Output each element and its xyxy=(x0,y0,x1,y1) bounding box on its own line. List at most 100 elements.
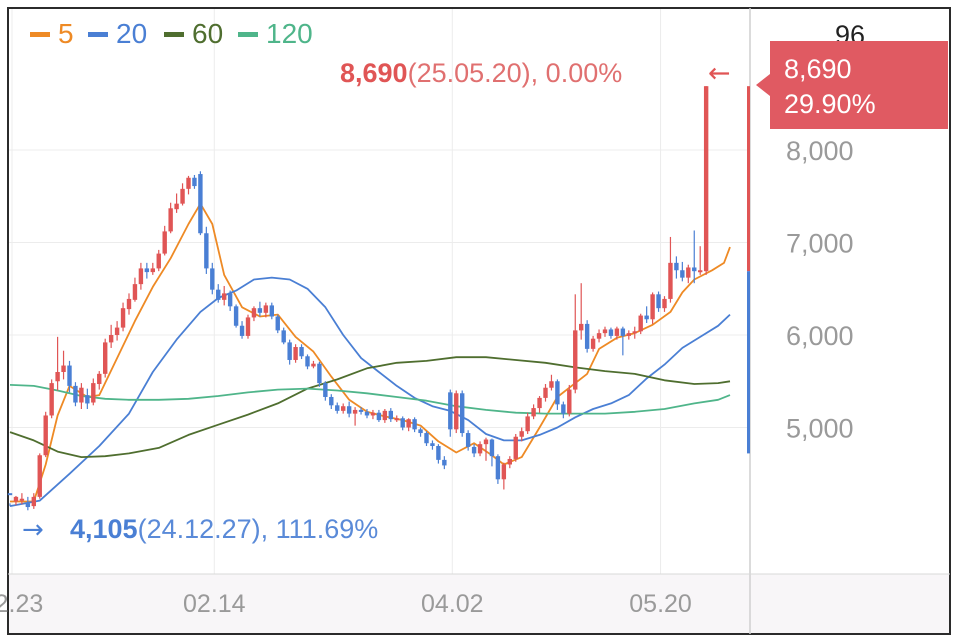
candle-body xyxy=(703,86,709,272)
candle xyxy=(245,314,251,339)
candle-body xyxy=(668,262,673,299)
candle xyxy=(192,174,197,189)
candle-body xyxy=(412,419,417,430)
candle xyxy=(698,246,703,275)
candle xyxy=(483,437,489,461)
candle-body xyxy=(245,317,251,336)
high-change: , 0.00% xyxy=(531,58,623,88)
candle-body xyxy=(299,347,304,357)
candle-body xyxy=(25,503,31,508)
price-tag-change: 29.90% xyxy=(784,89,876,119)
candle xyxy=(91,378,96,406)
candle xyxy=(43,411,48,458)
candle-body xyxy=(376,412,382,421)
candle-body xyxy=(507,458,512,465)
candle-body xyxy=(144,268,150,273)
edge-bar-up xyxy=(747,86,750,272)
candle xyxy=(329,394,334,409)
current-price-tag: 8,690 29.90% xyxy=(756,41,948,129)
candle-body xyxy=(364,411,370,416)
candle xyxy=(138,262,144,290)
candle-body xyxy=(37,455,42,497)
candle xyxy=(519,427,524,442)
candle-body xyxy=(341,406,346,411)
candle-body xyxy=(103,342,108,374)
candle-body xyxy=(79,387,84,403)
candle-body xyxy=(275,316,280,331)
candle xyxy=(156,249,161,272)
candle xyxy=(495,454,501,484)
grid xyxy=(8,8,750,574)
candle xyxy=(590,335,596,352)
candle-body xyxy=(311,363,316,367)
candle-body xyxy=(620,328,626,336)
candle-body xyxy=(632,331,637,334)
candle-body xyxy=(287,342,292,360)
candle-body xyxy=(608,329,614,336)
candle-body xyxy=(483,439,489,445)
ma-line-20 xyxy=(9,276,731,507)
ma-line-120 xyxy=(9,384,731,415)
candle xyxy=(257,301,263,317)
candle-body xyxy=(686,267,691,278)
candle-body xyxy=(335,405,340,411)
candle-body xyxy=(293,347,298,360)
candle-body xyxy=(692,267,697,272)
chart-frame xyxy=(7,7,951,635)
candle xyxy=(620,326,626,356)
candle-body xyxy=(579,323,584,331)
candle xyxy=(561,401,566,419)
candle xyxy=(692,230,697,284)
candle-body xyxy=(448,392,453,430)
candle xyxy=(579,283,584,340)
candle xyxy=(210,262,215,295)
candle-body xyxy=(114,327,120,335)
candle xyxy=(186,175,191,195)
candle-body xyxy=(531,408,536,417)
candle xyxy=(370,409,376,420)
candle xyxy=(144,262,150,279)
candle xyxy=(656,291,661,312)
x-axis-band xyxy=(8,574,750,634)
candle xyxy=(567,384,572,417)
candle-body xyxy=(656,294,661,309)
candle-body xyxy=(108,335,114,343)
candle xyxy=(97,371,102,390)
candle xyxy=(507,456,512,469)
ma-line-60 xyxy=(9,356,731,458)
candle-body xyxy=(7,493,13,496)
candle xyxy=(543,384,548,402)
legend-label-20: 20 xyxy=(116,18,147,49)
candle-body xyxy=(430,443,435,446)
candle xyxy=(525,412,530,434)
candle xyxy=(388,408,393,422)
candle xyxy=(251,306,257,322)
candle xyxy=(626,330,631,340)
candle xyxy=(317,361,322,387)
candle xyxy=(537,396,542,413)
candle-body xyxy=(382,410,388,421)
candle-body xyxy=(460,393,465,434)
candle-body xyxy=(400,418,405,428)
candle-body xyxy=(477,444,483,454)
candle xyxy=(531,404,536,420)
candle-body xyxy=(239,325,245,336)
candle-body xyxy=(91,383,96,403)
candle-body xyxy=(513,436,518,459)
candle xyxy=(204,226,209,274)
candle-body xyxy=(525,416,530,432)
candle xyxy=(67,360,72,393)
candle xyxy=(7,493,13,507)
candle xyxy=(180,183,185,206)
candle-body xyxy=(614,328,620,336)
candle xyxy=(448,389,453,437)
edge-bar-down xyxy=(747,271,750,454)
candle-body xyxy=(424,433,429,444)
candle-body xyxy=(126,298,132,310)
candle-body xyxy=(31,496,36,507)
ma-line-5 xyxy=(10,202,731,503)
x-tick-label: 02.14 xyxy=(183,590,246,618)
candle-body xyxy=(97,373,102,385)
candle xyxy=(114,321,120,341)
candle xyxy=(25,496,31,511)
